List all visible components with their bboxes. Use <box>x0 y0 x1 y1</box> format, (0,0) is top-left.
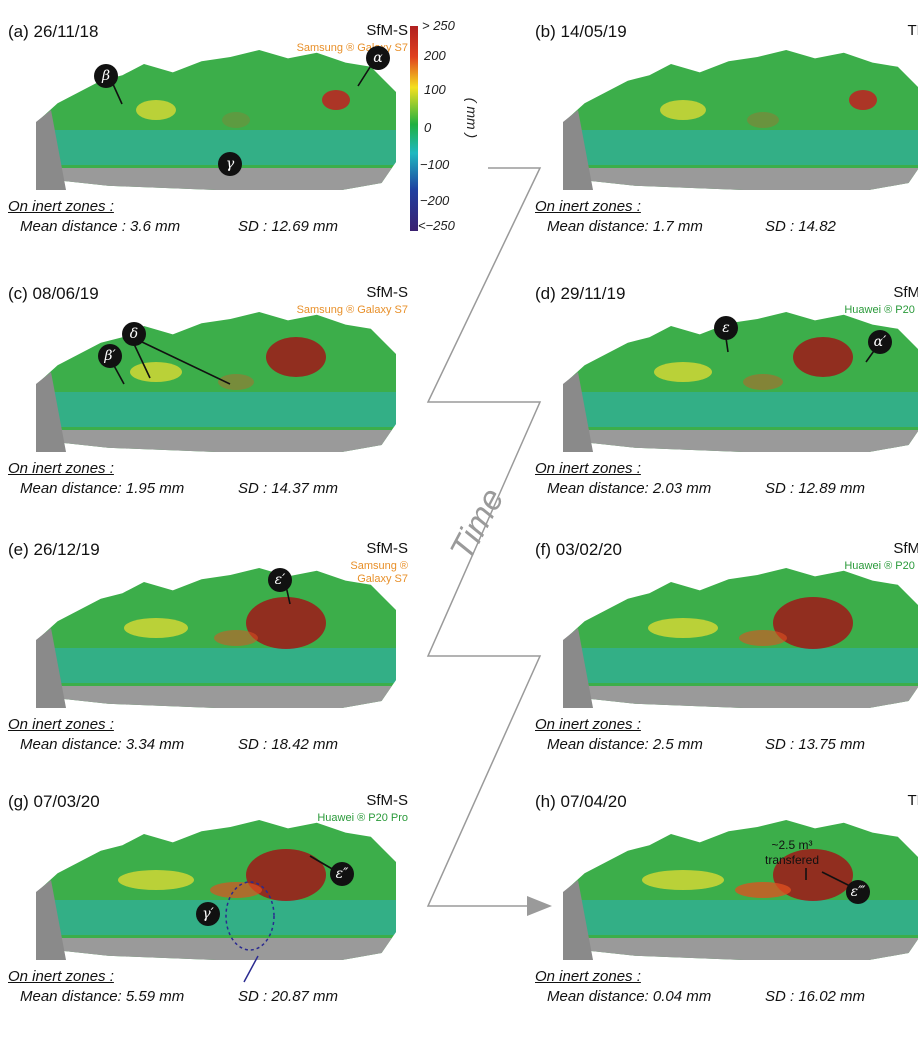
panel-device: Huawei ® P20 Pro <box>844 304 918 316</box>
stats-title: On inert zones : <box>8 968 114 985</box>
panel-method: TLS <box>907 22 918 39</box>
colorbar-tick: −200 <box>420 193 450 208</box>
panel-label: (e) 26/12/19 <box>8 540 100 559</box>
stats-title: On inert zones : <box>8 460 114 477</box>
stats-title: On inert zones : <box>535 716 641 733</box>
panel-device: Samsung ® Galaxy S7 <box>296 304 408 316</box>
stats-sd: SD : 13.75 mm <box>765 736 866 753</box>
annotation-epsilon-triple-prime: ε‴ <box>846 880 870 904</box>
transfer-note: ~2.5 m³ transfered <box>765 838 820 867</box>
stats-sd: SD : 14.82 <box>765 218 836 235</box>
stats-mean: Mean distance: 3.34 mm <box>20 736 185 753</box>
panel-device: Huawei ® P20 Pro <box>317 812 408 824</box>
colorbar-tick: 200 <box>424 48 446 63</box>
stats-mean: Mean distance: 1.7 mm <box>547 218 703 235</box>
panel-method: SfM-S <box>366 284 408 301</box>
panel-device: Samsung ® Galaxy S7 <box>350 560 408 585</box>
colorbar-tick: 100 <box>424 82 446 97</box>
panel-method: SfM-S <box>366 792 408 809</box>
panel-7: (h) 07/04/20 TLS On inert zones : Mean d… <box>535 790 918 1010</box>
colorbar-tick: <−250 <box>418 218 455 233</box>
panel-2: (c) 08/06/19 SfM-S Samsung ® Galaxy S7 O… <box>8 282 408 502</box>
panel-method: SfM-S <box>366 22 408 39</box>
stats-title: On inert zones : <box>8 716 114 733</box>
annotation-epsilon: ε <box>714 316 738 340</box>
stats-mean: Mean distance : 3.6 mm <box>20 218 181 235</box>
stats-sd: SD : 12.69 mm <box>238 218 339 235</box>
cliff-map <box>36 312 396 452</box>
colorbar-tick: > 250 <box>422 18 455 33</box>
annotation-beta: β <box>94 64 118 88</box>
colorbar-tick: −100 <box>420 157 450 172</box>
stats-sd: SD : 20.87 mm <box>238 988 339 1005</box>
panel-method: SfM-S <box>893 540 918 557</box>
cliff-map <box>563 312 918 452</box>
panel-label: (b) 14/05/19 <box>535 22 627 41</box>
stats-mean: Mean distance: 1.95 mm <box>20 480 185 497</box>
panel-method: TLS <box>907 792 918 809</box>
stats-mean: Mean distance: 5.59 mm <box>20 988 185 1005</box>
annotation-gamma: γ <box>218 152 242 176</box>
stats-title: On inert zones : <box>535 460 641 477</box>
panel-3: (d) 29/11/19 SfM-S Huawei ® P20 Pro On i… <box>535 282 918 502</box>
stats-mean: Mean distance: 2.5 mm <box>547 736 703 753</box>
annotation-epsilon-prime: ε′ <box>268 568 292 592</box>
stats-sd: SD : 16.02 mm <box>765 988 866 1005</box>
stats-mean: Mean distance: 2.03 mm <box>547 480 712 497</box>
panel-4: (e) 26/12/19 SfM-S Samsung ® Galaxy S7 O… <box>8 538 408 758</box>
annotation-beta-prime: β′ <box>98 344 122 368</box>
stats-title: On inert zones : <box>8 198 114 215</box>
colorbar-tick: 0 <box>424 120 432 135</box>
cliff-map <box>36 568 396 708</box>
cliff-map <box>563 568 918 708</box>
panel-1: (b) 14/05/19 TLS On inert zones : Mean d… <box>535 20 918 240</box>
panel-5: (f) 03/02/20 SfM-S Huawei ® P20 Pro On i… <box>535 538 918 758</box>
annotation-gamma-prime: γ′ <box>196 902 220 926</box>
stats-sd: SD : 18.42 mm <box>238 736 339 753</box>
colorbar <box>410 26 418 231</box>
panel-label: (f) 03/02/20 <box>535 540 622 559</box>
panel-label: (a) 26/11/18 <box>8 22 99 41</box>
panel-label: (c) 08/06/19 <box>8 284 99 303</box>
panel-method: SfM-S <box>893 284 918 301</box>
stats-title: On inert zones : <box>535 968 641 985</box>
panel-method: SfM-S <box>366 540 408 557</box>
panel-device: Huawei ® P20 Pro <box>844 560 918 572</box>
panel-label: (d) 29/11/19 <box>535 284 626 303</box>
panel-label: (h) 07/04/20 <box>535 792 627 811</box>
stats-mean: Mean distance: 0.04 mm <box>547 988 712 1005</box>
stats-sd: SD : 14.37 mm <box>238 480 339 497</box>
cliff-map <box>563 50 918 190</box>
stats-title: On inert zones : <box>535 198 641 215</box>
annotation-epsilon-double-prime: ε″ <box>330 862 354 886</box>
panel-label: (g) 07/03/20 <box>8 792 100 811</box>
annotation-alpha-prime: α′ <box>868 330 892 354</box>
stats-sd: SD : 12.89 mm <box>765 480 866 497</box>
